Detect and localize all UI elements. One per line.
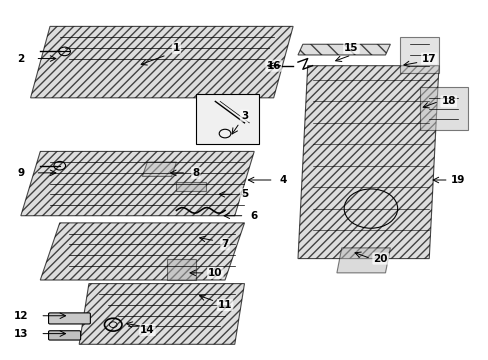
Text: 3: 3 [241,111,247,121]
FancyBboxPatch shape [196,94,259,144]
Polygon shape [297,66,438,258]
Polygon shape [79,284,244,344]
FancyBboxPatch shape [48,313,90,324]
Text: 7: 7 [221,239,228,249]
Text: 17: 17 [421,54,436,64]
Text: 6: 6 [250,211,257,221]
Text: 8: 8 [192,168,199,178]
Text: 2: 2 [17,54,24,64]
Text: 10: 10 [208,268,222,278]
Polygon shape [21,152,254,216]
Text: 18: 18 [441,96,455,107]
Text: 5: 5 [241,189,247,199]
Text: 4: 4 [279,175,286,185]
Text: 11: 11 [217,300,232,310]
Text: 1: 1 [172,43,180,53]
Polygon shape [176,182,205,191]
FancyBboxPatch shape [48,331,81,340]
Text: 15: 15 [344,43,358,53]
Polygon shape [142,162,176,176]
Polygon shape [336,248,389,273]
Text: 13: 13 [14,329,28,339]
Polygon shape [40,223,244,280]
Polygon shape [166,258,196,280]
Text: 19: 19 [450,175,465,185]
Polygon shape [30,26,292,98]
Text: 20: 20 [373,253,387,264]
Text: 16: 16 [266,61,280,71]
Text: 12: 12 [14,311,28,321]
Text: 14: 14 [140,325,154,335]
Polygon shape [399,37,438,73]
Text: 9: 9 [17,168,24,178]
Polygon shape [419,87,467,130]
Polygon shape [297,44,389,55]
